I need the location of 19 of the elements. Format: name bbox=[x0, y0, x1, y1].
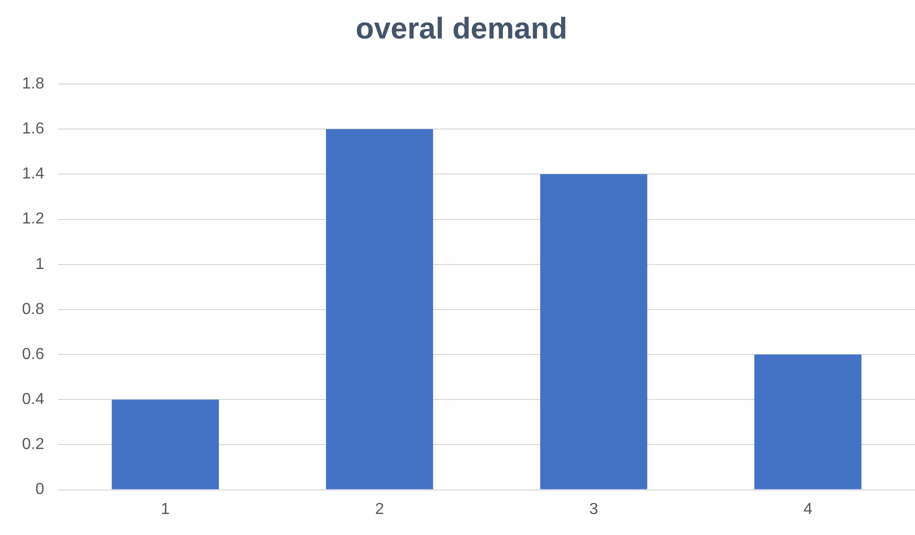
y-tick-label: 0.6 bbox=[22, 346, 44, 363]
y-tick-label: 1.2 bbox=[22, 210, 44, 228]
x-tick-label: 1 bbox=[160, 500, 170, 518]
y-tick-label: 0.4 bbox=[22, 391, 44, 408]
x-tick-label: 4 bbox=[803, 500, 812, 518]
y-tick-label: 1 bbox=[35, 256, 44, 273]
y-tick-label: 1.6 bbox=[22, 120, 44, 138]
y-tick-label: 1.4 bbox=[22, 166, 44, 183]
bar bbox=[112, 400, 219, 490]
y-tick-label: 0.2 bbox=[22, 436, 44, 454]
y-tick-label: 1.8 bbox=[22, 75, 44, 92]
chart-title: overal demand bbox=[356, 12, 568, 46]
bar bbox=[326, 129, 434, 490]
y-tick-label: 0.8 bbox=[22, 300, 44, 318]
x-tick-label: 2 bbox=[375, 500, 384, 518]
bar bbox=[754, 354, 862, 490]
y-tick-label: 0 bbox=[35, 481, 44, 498]
x-tick-label: 3 bbox=[589, 500, 598, 518]
bar bbox=[540, 174, 648, 490]
